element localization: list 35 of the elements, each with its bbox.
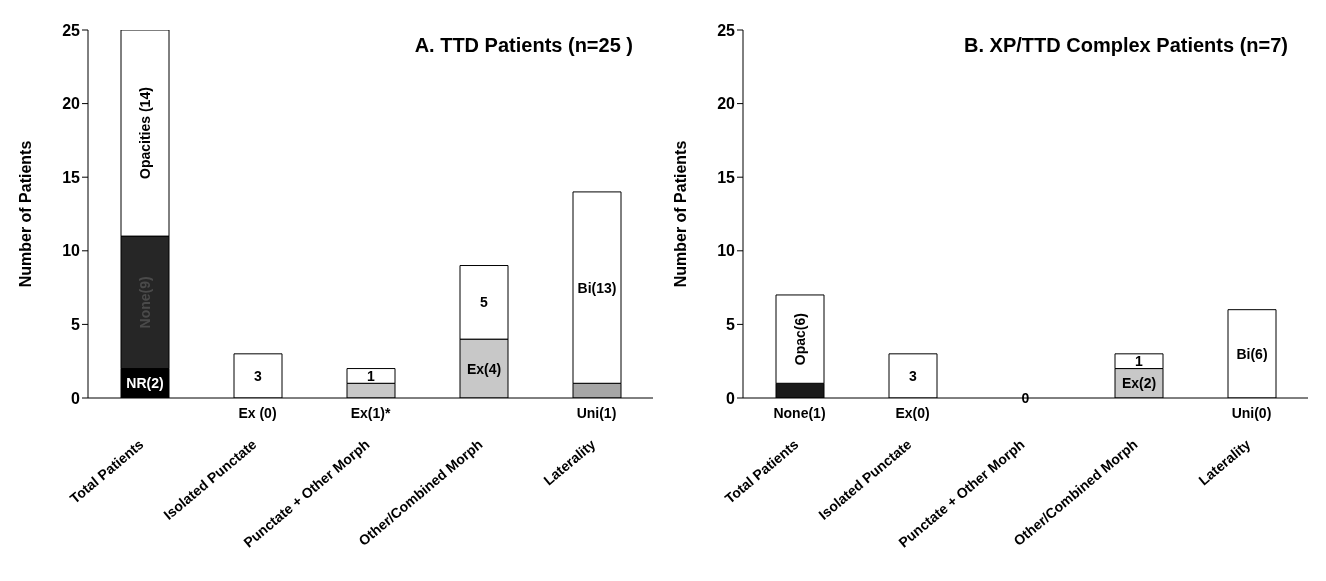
data-label: Ex(2) xyxy=(1121,375,1157,392)
chart-title: B. XP/TTD Complex Patients (n=7) xyxy=(964,34,1288,57)
data-label: NR(2) xyxy=(126,375,164,392)
data-label: 1 xyxy=(1135,353,1144,370)
y-tick-label: 25 xyxy=(62,21,81,39)
data-label: 5 xyxy=(480,294,489,311)
data-label: Opacities (14) xyxy=(137,87,153,179)
data-label: 3 xyxy=(254,367,263,384)
annotation: Ex(0) xyxy=(895,405,930,421)
y-tick-label: 15 xyxy=(717,168,736,186)
data-label: 1 xyxy=(367,367,376,384)
annotation: Uni(1) xyxy=(576,405,617,421)
y-tick-label: 20 xyxy=(62,95,81,113)
chart-title: A. TTD Patients (n=25 ) xyxy=(414,34,633,57)
annotation: Ex(1)* xyxy=(350,405,391,421)
y-tick-label: 0 xyxy=(71,389,81,407)
y-tick-label: 10 xyxy=(717,242,736,260)
data-label: Opac(6) xyxy=(792,313,808,366)
y-tick-label: 10 xyxy=(62,242,81,260)
data-label: 0 xyxy=(1021,390,1030,406)
y-tick-label: 15 xyxy=(62,168,81,186)
data-label: Ex(4) xyxy=(466,360,502,377)
y-axis-title: Number of Patients xyxy=(671,140,689,288)
y-tick-label: 0 xyxy=(726,389,736,407)
data-label: Bi(13) xyxy=(577,279,617,296)
y-tick-label: 5 xyxy=(726,316,736,334)
annotation: Uni(0) xyxy=(1231,405,1272,421)
annotation: None(1) xyxy=(773,405,826,421)
y-axis-title: Number of Patients xyxy=(16,140,34,288)
y-tick-label: 25 xyxy=(717,21,736,39)
annotation: Ex (0) xyxy=(238,405,277,421)
data-label: Bi(6) xyxy=(1236,345,1268,362)
data-label: 3 xyxy=(909,367,918,384)
y-tick-label: 20 xyxy=(717,95,736,113)
y-tick-label: 5 xyxy=(71,316,81,334)
